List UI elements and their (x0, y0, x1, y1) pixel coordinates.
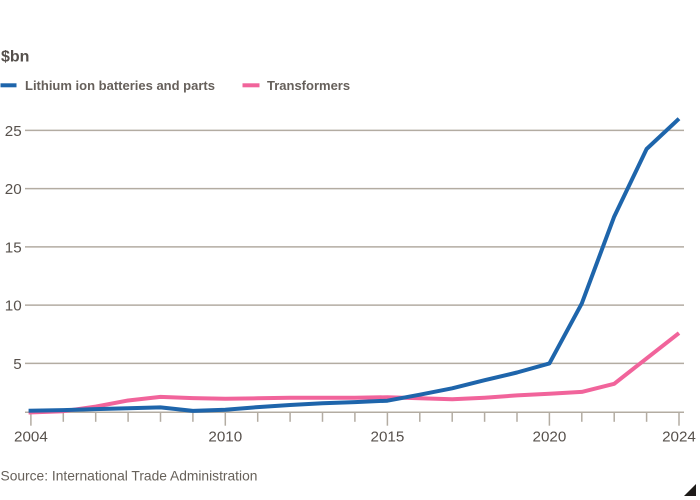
svg-text:20: 20 (5, 181, 22, 198)
svg-text:25: 25 (5, 123, 22, 140)
svg-text:2015: 2015 (371, 429, 405, 446)
svg-text:$bn: $bn (1, 49, 29, 66)
svg-text:Source: International Trade Ad: Source: International Trade Administrati… (1, 468, 258, 483)
svg-text:Lithium ion batteries and part: Lithium ion batteries and parts (25, 78, 215, 93)
svg-text:Transformers: Transformers (267, 78, 350, 93)
svg-text:2020: 2020 (533, 429, 567, 446)
svg-text:2024: 2024 (662, 429, 696, 446)
svg-text:15: 15 (5, 239, 22, 256)
svg-text:2010: 2010 (208, 429, 242, 446)
svg-text:2004: 2004 (14, 429, 48, 446)
svg-text:10: 10 (5, 298, 22, 315)
svg-text:5: 5 (13, 356, 21, 373)
